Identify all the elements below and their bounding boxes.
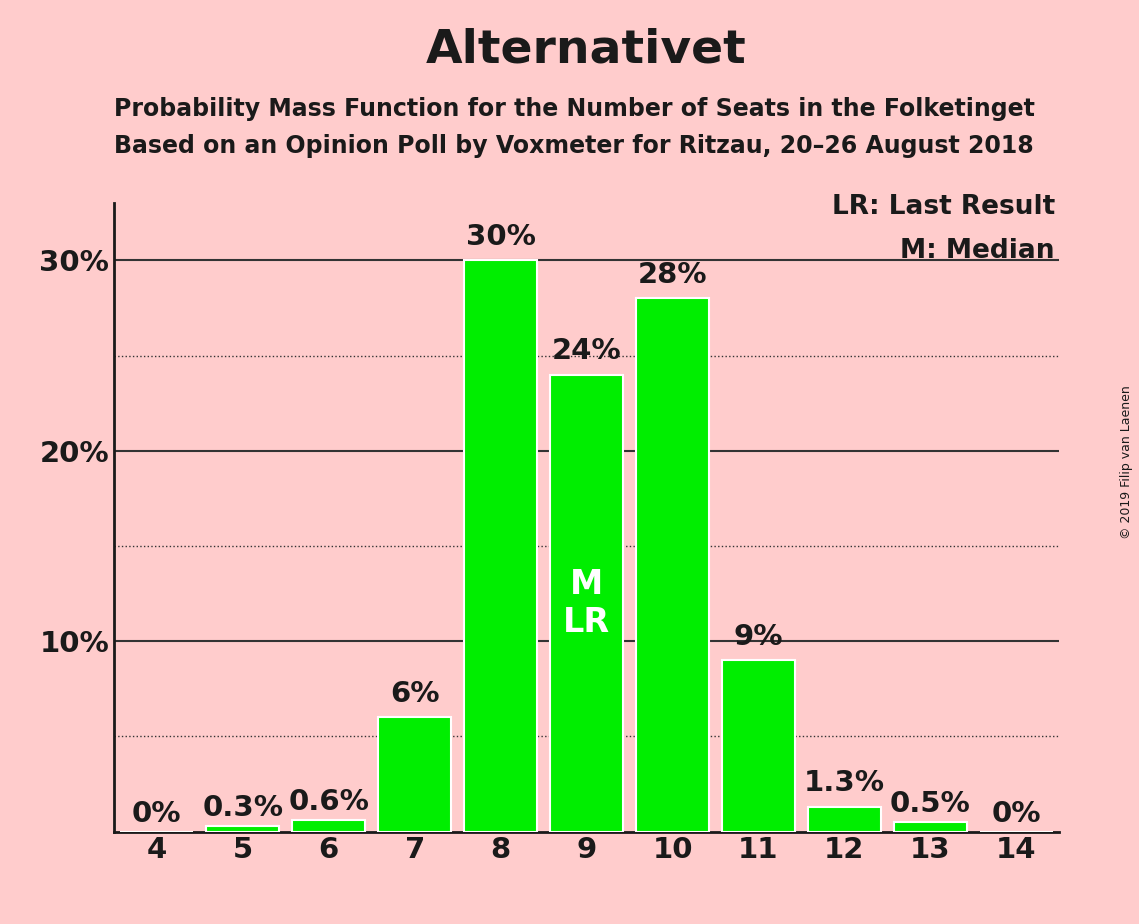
Text: 24%: 24%: [551, 337, 622, 365]
Text: 9%: 9%: [734, 623, 784, 650]
Text: 30%: 30%: [466, 223, 535, 251]
Text: Based on an Opinion Poll by Voxmeter for Ritzau, 20–26 August 2018: Based on an Opinion Poll by Voxmeter for…: [114, 134, 1034, 158]
Text: M
LR: M LR: [563, 567, 611, 638]
Bar: [378, 717, 451, 832]
Text: 0%: 0%: [992, 800, 1041, 828]
Text: Probability Mass Function for the Number of Seats in the Folketinget: Probability Mass Function for the Number…: [114, 97, 1034, 121]
Bar: [206, 826, 279, 832]
Text: 0%: 0%: [132, 800, 181, 828]
Text: © 2019 Filip van Laenen: © 2019 Filip van Laenen: [1121, 385, 1133, 539]
Bar: [464, 261, 538, 832]
Text: 28%: 28%: [638, 261, 707, 289]
Bar: [550, 374, 623, 832]
Bar: [636, 298, 710, 832]
Text: LR: Last Result: LR: Last Result: [831, 194, 1055, 220]
Text: 0.3%: 0.3%: [203, 794, 284, 822]
Bar: [894, 822, 967, 832]
Bar: [808, 807, 880, 832]
Text: 0.5%: 0.5%: [890, 790, 970, 819]
Text: 1.3%: 1.3%: [804, 770, 885, 797]
Text: M: Median: M: Median: [901, 237, 1055, 263]
Text: 6%: 6%: [390, 680, 440, 708]
Bar: [722, 661, 795, 832]
Bar: [293, 821, 366, 832]
Text: Alternativet: Alternativet: [426, 28, 747, 73]
Text: 0.6%: 0.6%: [288, 788, 369, 817]
